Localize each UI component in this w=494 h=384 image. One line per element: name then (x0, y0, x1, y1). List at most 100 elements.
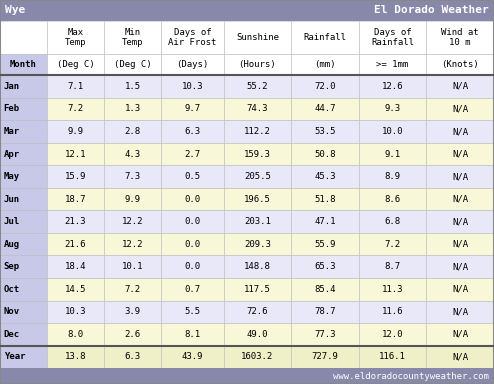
Text: 9.9: 9.9 (67, 127, 83, 136)
Text: 8.1: 8.1 (184, 330, 201, 339)
Text: 117.5: 117.5 (244, 285, 271, 294)
Text: El Dorado Weather: El Dorado Weather (374, 5, 489, 15)
FancyBboxPatch shape (359, 75, 426, 98)
FancyBboxPatch shape (359, 55, 426, 75)
FancyBboxPatch shape (224, 346, 291, 368)
FancyBboxPatch shape (104, 278, 161, 301)
Text: N/A: N/A (452, 127, 468, 136)
Text: 8.7: 8.7 (384, 262, 401, 271)
FancyBboxPatch shape (224, 301, 291, 323)
FancyBboxPatch shape (104, 21, 161, 55)
Text: 55.2: 55.2 (247, 82, 268, 91)
Text: N/A: N/A (452, 217, 468, 226)
Text: Feb: Feb (4, 104, 20, 113)
Text: Jun: Jun (4, 195, 20, 204)
Text: 0.0: 0.0 (184, 195, 201, 204)
Text: 13.8: 13.8 (65, 353, 86, 361)
Text: 72.0: 72.0 (314, 82, 336, 91)
FancyBboxPatch shape (224, 21, 291, 55)
Text: 9.9: 9.9 (124, 195, 141, 204)
FancyBboxPatch shape (47, 233, 104, 255)
Text: Mar: Mar (4, 127, 20, 136)
FancyBboxPatch shape (426, 301, 494, 323)
Text: 4.3: 4.3 (124, 149, 141, 159)
FancyBboxPatch shape (359, 21, 426, 55)
FancyBboxPatch shape (426, 346, 494, 368)
Text: 12.2: 12.2 (122, 217, 143, 226)
Text: Dec: Dec (4, 330, 20, 339)
FancyBboxPatch shape (291, 143, 359, 166)
FancyBboxPatch shape (291, 55, 359, 75)
Text: N/A: N/A (452, 240, 468, 249)
FancyBboxPatch shape (104, 188, 161, 210)
FancyBboxPatch shape (291, 255, 359, 278)
Text: 6.3: 6.3 (184, 127, 201, 136)
Text: 50.8: 50.8 (314, 149, 336, 159)
FancyBboxPatch shape (0, 323, 47, 346)
FancyBboxPatch shape (47, 166, 104, 188)
FancyBboxPatch shape (47, 301, 104, 323)
Text: (Knots): (Knots) (441, 60, 479, 70)
FancyBboxPatch shape (359, 278, 426, 301)
Text: 7.2: 7.2 (67, 104, 83, 113)
Text: 12.2: 12.2 (122, 240, 143, 249)
Text: 74.3: 74.3 (247, 104, 268, 113)
FancyBboxPatch shape (0, 55, 47, 75)
Text: 65.3: 65.3 (314, 262, 336, 271)
Text: 0.5: 0.5 (184, 172, 201, 181)
Text: Oct: Oct (4, 285, 20, 294)
Text: N/A: N/A (452, 285, 468, 294)
FancyBboxPatch shape (0, 188, 47, 210)
FancyBboxPatch shape (104, 143, 161, 166)
FancyBboxPatch shape (426, 323, 494, 346)
Text: 0.0: 0.0 (184, 262, 201, 271)
Text: 43.9: 43.9 (182, 353, 203, 361)
Text: 7.2: 7.2 (124, 285, 141, 294)
Text: 727.9: 727.9 (312, 353, 338, 361)
FancyBboxPatch shape (291, 278, 359, 301)
FancyBboxPatch shape (224, 75, 291, 98)
Text: (Deg C): (Deg C) (57, 60, 94, 70)
FancyBboxPatch shape (47, 21, 104, 55)
Text: 10.0: 10.0 (382, 127, 403, 136)
FancyBboxPatch shape (104, 120, 161, 143)
Text: 72.6: 72.6 (247, 307, 268, 316)
Text: 10.3: 10.3 (65, 307, 86, 316)
Text: 2.8: 2.8 (124, 127, 141, 136)
Text: 5.5: 5.5 (184, 307, 201, 316)
FancyBboxPatch shape (291, 301, 359, 323)
FancyBboxPatch shape (359, 255, 426, 278)
Text: 8.0: 8.0 (67, 330, 83, 339)
FancyBboxPatch shape (47, 75, 104, 98)
Text: N/A: N/A (452, 195, 468, 204)
FancyBboxPatch shape (426, 278, 494, 301)
FancyBboxPatch shape (104, 55, 161, 75)
FancyBboxPatch shape (47, 55, 104, 75)
Text: 1603.2: 1603.2 (241, 353, 274, 361)
FancyBboxPatch shape (47, 346, 104, 368)
FancyBboxPatch shape (0, 143, 47, 166)
FancyBboxPatch shape (224, 233, 291, 255)
FancyBboxPatch shape (0, 301, 47, 323)
FancyBboxPatch shape (104, 166, 161, 188)
Text: 45.3: 45.3 (314, 172, 336, 181)
Text: (mm): (mm) (314, 60, 336, 70)
FancyBboxPatch shape (104, 255, 161, 278)
FancyBboxPatch shape (104, 346, 161, 368)
Text: 78.7: 78.7 (314, 307, 336, 316)
Text: 8.9: 8.9 (384, 172, 401, 181)
FancyBboxPatch shape (426, 166, 494, 188)
FancyBboxPatch shape (291, 210, 359, 233)
Text: Rainfall: Rainfall (303, 33, 346, 42)
FancyBboxPatch shape (0, 75, 47, 98)
Text: N/A: N/A (452, 262, 468, 271)
Text: Aug: Aug (4, 240, 20, 249)
Text: Days of
Air Frost: Days of Air Frost (168, 28, 216, 47)
FancyBboxPatch shape (161, 210, 224, 233)
Text: 14.5: 14.5 (65, 285, 86, 294)
Text: (Hours): (Hours) (239, 60, 276, 70)
Text: 11.3: 11.3 (382, 285, 403, 294)
Text: N/A: N/A (452, 307, 468, 316)
Text: 1.5: 1.5 (124, 82, 141, 91)
Text: N/A: N/A (452, 353, 468, 361)
